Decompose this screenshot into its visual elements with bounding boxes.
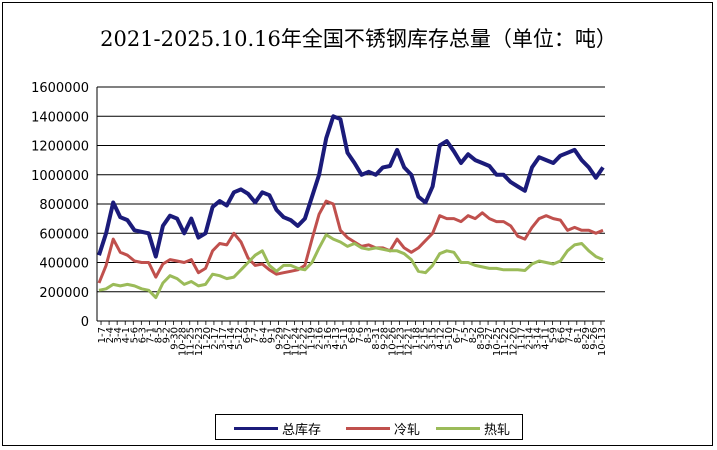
y-tick-label: 1000000: [31, 169, 89, 184]
x-tick-label: 5-9: [549, 327, 560, 343]
x-tick-label: 10-13: [597, 327, 608, 356]
x-tick-label: 11-22: [500, 327, 511, 356]
x-tick-label: 9-1: [266, 327, 277, 343]
plot-area: 0 200000 400000 600000 800000 1000000 1200000 1…: [31, 81, 608, 356]
x-tick-label: 4-1: [121, 327, 132, 343]
x-tick-label: 3-15: [428, 327, 439, 350]
x-tick-label: 9-30: [170, 327, 181, 350]
x-tick-label: 10-26: [387, 327, 398, 356]
x-tick-label: 5-12: [234, 327, 245, 350]
y-tick-label: 1600000: [31, 81, 89, 96]
x-tick-label: 4-11: [541, 327, 552, 350]
x-tick-label: 7-1: [145, 327, 156, 343]
x-tick-label: 6-6: [557, 327, 568, 343]
legend-item: 热轧: [436, 419, 511, 438]
x-tick-label: 4-14: [226, 327, 237, 350]
x-tick-label: 4-12: [436, 327, 447, 350]
y-tick-label: 400000: [39, 257, 89, 272]
x-tick-label: 7-5: [460, 327, 471, 343]
x-tick-label: 9-26: [589, 327, 600, 350]
x-tick-label: 2-16: [315, 327, 326, 350]
x-tick-label: 1-20: [202, 327, 213, 350]
y-tick-label: 800000: [39, 198, 89, 213]
x-tick-label: 8-31: [371, 327, 382, 350]
x-tick-label: 4-13: [331, 327, 342, 350]
x-tick-label: 11-23: [395, 327, 406, 356]
x-tick-label: 8-2: [468, 327, 479, 343]
x-tick-label: 11-25: [186, 327, 197, 356]
x-tick-label: 10-27: [282, 327, 293, 356]
x-tick-label: 7-6: [355, 327, 366, 343]
x-tick-label: 1-19: [307, 327, 318, 350]
x-tick-label: 6-7: [452, 327, 463, 343]
legend-swatch: [346, 426, 390, 430]
x-tick-label: 2-14: [524, 327, 535, 350]
x-tick-label: 8-30: [476, 327, 487, 350]
x-tick-label: 12-21: [403, 327, 414, 356]
x-tick-label: 9-29: [274, 327, 285, 350]
y-tick-label: 0: [81, 315, 89, 330]
x-tick-label: 12-22: [299, 327, 310, 356]
x-tick-label: 10-25: [492, 327, 503, 356]
x-tick-label: 10-28: [178, 327, 189, 356]
x-tick-label: 6-8: [347, 327, 358, 343]
legend-label: 热轧: [484, 422, 511, 438]
y-tick-label: 1400000: [31, 110, 89, 125]
chart-title: 2021-2025.10.16年全国不锈钢库存总量（单位：吨）: [100, 27, 617, 51]
x-tick-label: 8-3: [363, 327, 374, 343]
x-tick-label: 8-1: [573, 327, 584, 343]
y-tick-label: 1200000: [31, 140, 89, 155]
legend-item: 冷轧: [346, 419, 421, 438]
x-tick-label: 2-17: [210, 327, 221, 350]
legend-swatch: [234, 426, 278, 430]
x-tick-label: 5-6: [129, 327, 140, 343]
x-tick-label: 11-24: [291, 327, 302, 356]
x-tick-label: 2-4: [105, 327, 116, 343]
legend-item: 总库存: [234, 419, 322, 438]
y-tick-label: 200000: [39, 286, 89, 301]
x-tick-label: 9-28: [379, 327, 390, 350]
x-tick-label: 7-4: [565, 327, 576, 343]
x-tick-label: 2-15: [420, 327, 431, 350]
x-tick-label: 1-18: [412, 327, 423, 350]
series-line: [98, 233, 604, 300]
x-tick-label: 6-3: [137, 327, 148, 343]
chart-frame: 2021-2025.10.16年全国不锈钢库存总量（单位：吨） 0 200000 4…: [2, 2, 713, 446]
legend: 总库存 冷轧 热轧: [215, 414, 523, 440]
series-line: [97, 199, 604, 284]
legend-label: 总库存: [282, 422, 322, 438]
x-tick-label: 1-7: [97, 327, 108, 343]
y-tick-label: 600000: [39, 227, 89, 242]
legend-label: 冷轧: [394, 422, 421, 438]
x-tick-label: 3-16: [323, 327, 334, 350]
legend-swatch: [436, 426, 480, 430]
x-tick-label: 1-17: [516, 327, 527, 350]
x-tick-label: 9-27: [484, 327, 495, 350]
x-tick-label: 8-5: [153, 327, 164, 343]
x-tick-label: 12-23: [194, 327, 205, 356]
x-tick-label: 5-11: [339, 327, 350, 350]
series-line: [97, 114, 605, 259]
x-tick-label: 5-10: [444, 327, 455, 350]
x-tick-label: 12-20: [508, 327, 519, 356]
x-tick-label: 3-17: [218, 327, 229, 350]
x-tick-label: 8-4: [258, 327, 269, 343]
x-tick-label: 3-14: [532, 327, 543, 350]
x-tick-label: 8-29: [581, 327, 592, 350]
x-tick-label: 9-2: [162, 327, 173, 343]
x-tick-label: 7-7: [250, 327, 261, 343]
x-tick-label: 6-9: [242, 327, 253, 343]
x-tick-label: 3-4: [113, 327, 124, 343]
